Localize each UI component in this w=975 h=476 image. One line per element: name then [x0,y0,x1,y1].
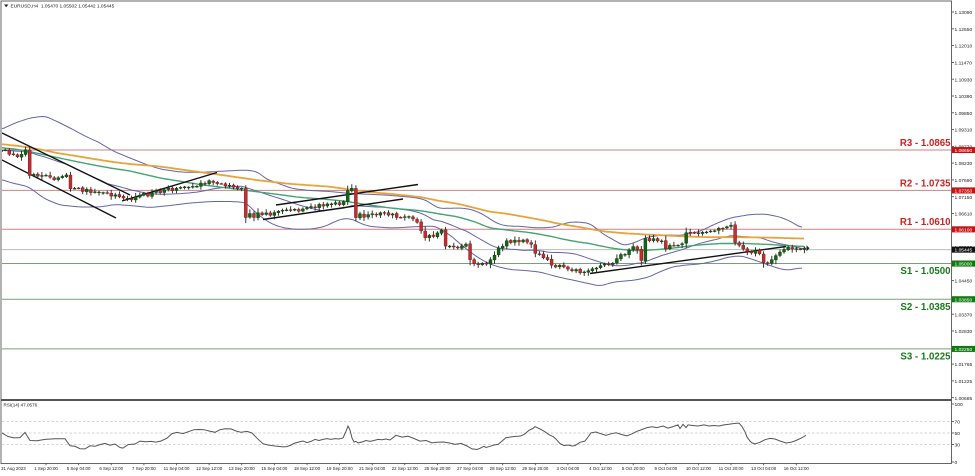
svg-text:EURUSD,H4 1.05470 1.05502 1.0: EURUSD,H4 1.05470 1.05502 1.05442 1.0544… [11,4,115,10]
svg-text:11 Sep 04:00: 11 Sep 04:00 [164,466,190,471]
svg-text:R3 - 1.0865: R3 - 1.0865 [900,138,951,149]
svg-text:22 Sep 12:00: 22 Sep 12:00 [392,466,419,471]
svg-text:1.12550: 1.12550 [955,27,973,33]
svg-text:50: 50 [955,431,961,437]
svg-text:27 Sep 04:00: 27 Sep 04:00 [457,466,484,471]
svg-text:1.07150: 1.07150 [955,195,973,201]
svg-text:31 Aug 2023: 31 Aug 2023 [1,466,26,471]
svg-text:28 Sep 12:00: 28 Sep 12:00 [490,466,517,471]
svg-text:12 Sep 12:00: 12 Sep 12:00 [196,466,223,471]
svg-text:1.11470: 1.11470 [955,61,973,67]
svg-text:11 Oct 20:00: 11 Oct 20:00 [719,466,744,471]
svg-text:R1 - 1.0610: R1 - 1.0610 [900,217,951,228]
svg-text:25 Sep 20:00: 25 Sep 20:00 [424,466,451,471]
svg-text:13 Sep 20:00: 13 Sep 20:00 [229,466,256,471]
svg-text:1.09310: 1.09310 [955,128,973,134]
svg-text:15 Sep 04:00: 15 Sep 04:00 [261,466,288,471]
svg-text:S1 - 1.0500: S1 - 1.0500 [900,266,950,277]
svg-text:1.10930: 1.10930 [955,77,973,83]
svg-text:5 Sep 04:00: 5 Sep 04:00 [67,466,91,471]
svg-text:7 Sep 20:00: 7 Sep 20:00 [132,466,156,471]
svg-text:5 Oct 20:00: 5 Oct 20:00 [622,466,645,471]
svg-text:1.01225: 1.01225 [955,379,973,385]
svg-text:4 Oct 12:00: 4 Oct 12:00 [589,466,612,471]
svg-text:6 Sep 12:00: 6 Sep 12:00 [99,466,123,471]
svg-text:1.07690: 1.07690 [955,178,973,184]
svg-text:1.04450: 1.04450 [955,279,973,285]
svg-text:1.02830: 1.02830 [955,329,973,335]
svg-text:1.08230: 1.08230 [955,161,973,167]
svg-text:R2 - 1.0735: R2 - 1.0735 [900,178,951,189]
svg-text:19 Sep 20:00: 19 Sep 20:00 [327,466,354,471]
svg-text:16 Oct 12:00: 16 Oct 12:00 [784,466,810,471]
svg-text:S3 - 1.0225: S3 - 1.0225 [900,352,951,363]
svg-text:1.08650: 1.08650 [955,148,973,154]
svg-text:1.01765: 1.01765 [955,362,973,368]
svg-text:S2 - 1.0385: S2 - 1.0385 [900,302,951,313]
svg-text:9 Oct 04:00: 9 Oct 04:00 [654,466,677,471]
svg-text:70: 70 [955,420,961,426]
svg-text:1.02250: 1.02250 [955,347,973,353]
svg-text:21 Sep 04:00: 21 Sep 04:00 [359,466,386,471]
svg-text:30: 30 [955,443,961,449]
svg-text:1.07350: 1.07350 [955,189,973,195]
svg-text:1.13090: 1.13090 [955,10,973,16]
svg-text:1.00685: 1.00685 [955,396,973,402]
svg-text:1.09850: 1.09850 [955,111,973,117]
svg-text:1.05000: 1.05000 [955,262,973,268]
svg-text:1.03850: 1.03850 [955,297,973,303]
svg-text:13 Oct 04:00: 13 Oct 04:00 [751,466,777,471]
svg-text:3 Oct 04:00: 3 Oct 04:00 [557,466,580,471]
svg-text:1.03370: 1.03370 [955,312,973,318]
svg-text:29 Sep 20:00: 29 Sep 20:00 [522,466,549,471]
svg-text:1.06610: 1.06610 [955,212,973,218]
svg-text:0: 0 [955,460,958,466]
svg-text:1.06100: 1.06100 [955,227,973,233]
svg-text:18 Sep 12:00: 18 Sep 12:00 [294,466,321,471]
svg-text:1.05445: 1.05445 [955,248,973,254]
svg-text:10 Oct 12:00: 10 Oct 12:00 [686,466,712,471]
svg-text:1.12010: 1.12010 [955,44,973,50]
svg-text:1.10390: 1.10390 [955,94,973,100]
svg-text:RSI(14) 47.0576: RSI(14) 47.0576 [4,403,38,408]
svg-text:1 Sep 20:00: 1 Sep 20:00 [34,466,58,471]
svg-text:100: 100 [955,402,963,408]
